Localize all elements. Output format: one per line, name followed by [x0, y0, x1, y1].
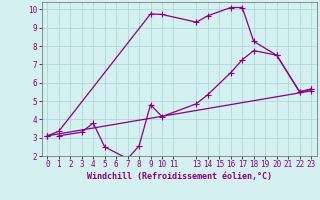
X-axis label: Windchill (Refroidissement éolien,°C): Windchill (Refroidissement éolien,°C) — [87, 172, 272, 181]
